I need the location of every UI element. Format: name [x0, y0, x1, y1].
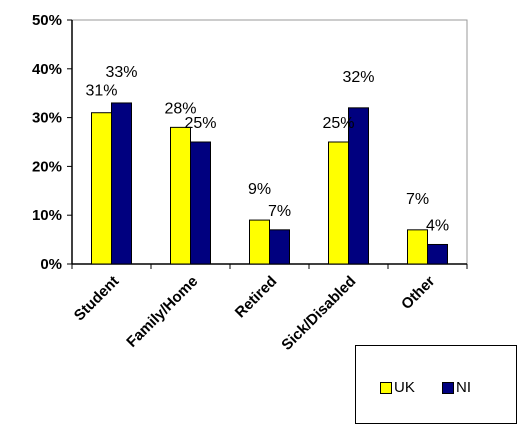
data-label-uk: 31% — [85, 83, 117, 100]
legend-label-ni: NI — [456, 379, 471, 396]
data-label-uk: 25% — [322, 115, 354, 132]
x-category-label: Sick/Disabled — [278, 273, 359, 354]
legend-label-uk: UK — [394, 379, 415, 396]
bar-uk — [407, 229, 428, 265]
bar-ni — [348, 107, 369, 265]
y-tick-label: 30% — [32, 110, 62, 127]
y-tick-label: 10% — [32, 207, 62, 224]
bar-uk — [249, 219, 270, 265]
data-label-ni: 25% — [184, 115, 216, 132]
bar-ni — [111, 102, 132, 265]
data-label-ni: 7% — [268, 203, 291, 220]
data-label-ni: 4% — [426, 217, 449, 234]
legend-item-ni: NI — [442, 379, 471, 396]
x-category-label: Student — [71, 273, 122, 324]
bar-ni — [190, 141, 211, 265]
y-tick-label: 50% — [32, 12, 62, 29]
legend-item-uk: UK — [380, 379, 415, 396]
bar-uk — [91, 112, 112, 265]
legend-swatch-ni — [442, 381, 454, 394]
legend-swatch-uk — [380, 381, 392, 394]
data-label-ni: 32% — [342, 69, 374, 86]
bar-uk — [328, 141, 349, 265]
legend: UK NI — [355, 345, 517, 424]
data-label-ni: 33% — [105, 64, 137, 81]
bar-ni — [269, 229, 290, 265]
bar-uk — [170, 126, 191, 265]
y-tick-label: 0% — [40, 256, 62, 273]
data-label-uk: 7% — [406, 191, 429, 208]
data-label-uk: 28% — [164, 100, 196, 117]
bar-ni — [427, 243, 448, 265]
y-tick-label: 20% — [32, 158, 62, 175]
x-category-label: Other — [398, 273, 438, 313]
x-category-label: Retired — [232, 273, 281, 322]
data-label-uk: 9% — [248, 181, 271, 198]
x-category-label: Family/Home — [123, 273, 201, 351]
y-tick-label: 40% — [32, 61, 62, 78]
